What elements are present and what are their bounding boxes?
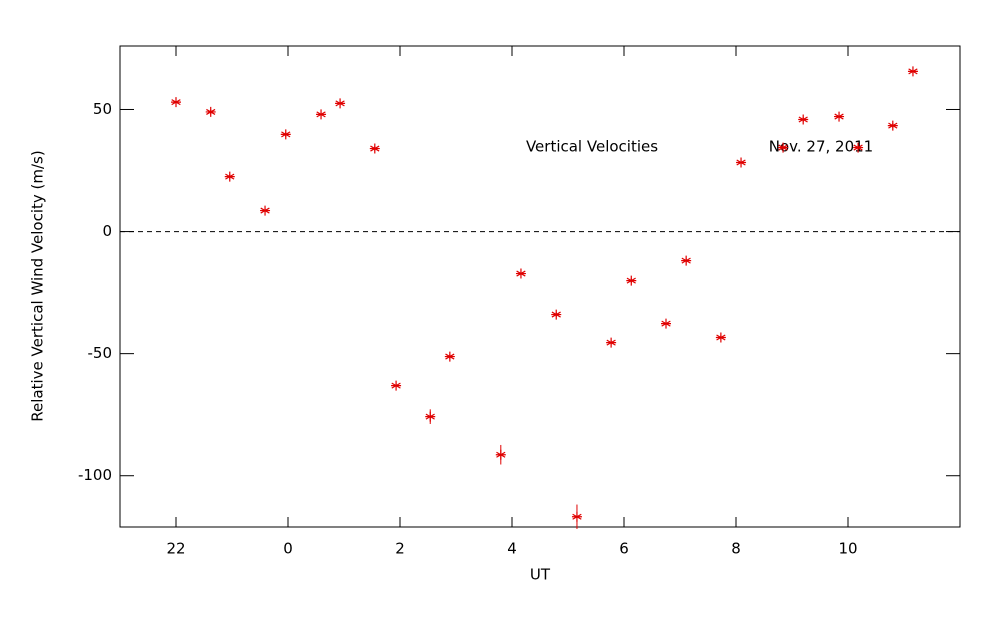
x-tick-label: 8 (731, 540, 741, 558)
x-tick-label: 2 (395, 540, 405, 558)
y-tick-label: 0 (102, 222, 112, 240)
point (260, 205, 271, 216)
x-tick-label: 22 (166, 540, 185, 558)
x-tick-label: 0 (283, 540, 293, 558)
point (778, 142, 789, 153)
point (626, 275, 637, 286)
point (661, 318, 671, 329)
point (224, 171, 235, 182)
point (205, 106, 216, 117)
x-tick-label: 4 (507, 540, 517, 558)
x-axis-label: UT (530, 566, 551, 584)
point (280, 129, 291, 140)
point (571, 511, 582, 522)
point (391, 380, 402, 391)
point (369, 143, 380, 154)
y-tick-label: 50 (93, 100, 112, 118)
point (335, 98, 346, 109)
annotation: Vertical Velocities (526, 138, 658, 156)
y-axis-label: Relative Vertical Wind Velocity (m/s) (29, 150, 47, 421)
point (798, 114, 809, 125)
x-tick-label: 6 (619, 540, 629, 558)
point (316, 109, 327, 120)
point (515, 268, 526, 279)
point (834, 111, 845, 122)
point (171, 97, 181, 108)
point (425, 411, 436, 422)
point (495, 449, 506, 460)
plot-frame (119, 45, 961, 528)
point (444, 351, 455, 362)
point (606, 337, 617, 348)
annotation: Nov. 27, 2011 (769, 138, 873, 156)
point (715, 332, 726, 343)
point (681, 255, 692, 266)
point (736, 157, 747, 168)
point (853, 142, 864, 153)
point (907, 66, 918, 77)
point (887, 120, 898, 131)
point (551, 309, 562, 320)
y-tick-label: -50 (88, 344, 113, 362)
y-tick-label: -100 (78, 466, 112, 484)
x-tick-label: 10 (838, 540, 857, 558)
